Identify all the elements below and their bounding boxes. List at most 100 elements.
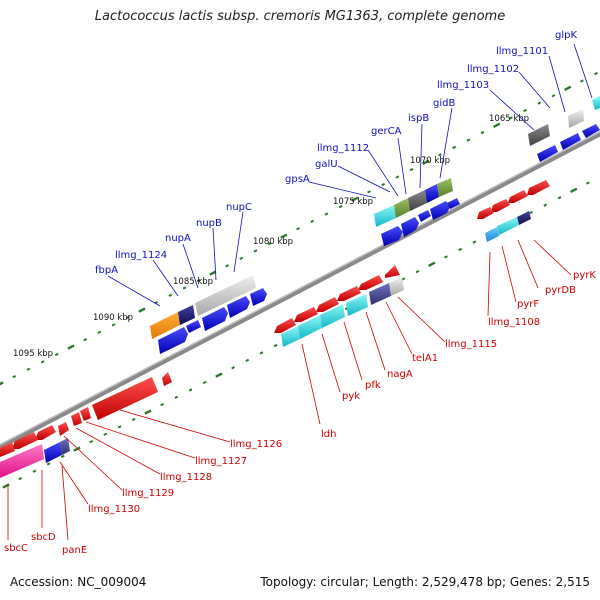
gene-feature[interactable] xyxy=(385,265,400,278)
gene-feature[interactable] xyxy=(80,407,91,421)
gene-feature[interactable] xyxy=(425,184,439,203)
gene-label-galU[interactable]: galU xyxy=(315,159,338,170)
gene-feature[interactable] xyxy=(320,304,345,328)
minor-tick xyxy=(310,219,315,223)
gene-feature[interactable] xyxy=(394,198,410,218)
gene-label-pyk[interactable]: pyk xyxy=(342,391,360,402)
gene-feature[interactable] xyxy=(316,297,339,312)
gene-feature[interactable] xyxy=(447,198,460,209)
gene-feature[interactable] xyxy=(158,327,188,354)
gene-feature[interactable] xyxy=(560,133,581,150)
gene-label-fbpA[interactable]: fbpA xyxy=(95,265,118,276)
gene-feature[interactable] xyxy=(527,180,550,195)
gene-feature[interactable] xyxy=(92,377,158,420)
gene-label-pyrDB[interactable]: pyrDB xyxy=(545,285,576,296)
gene-feature[interactable] xyxy=(186,320,201,333)
gene-feature[interactable] xyxy=(274,318,296,333)
gene-feature[interactable] xyxy=(537,145,558,162)
gene-label-llmg_1128[interactable]: llmg_1128 xyxy=(160,472,212,483)
gene-feature[interactable] xyxy=(418,210,431,222)
gene-feature[interactable] xyxy=(0,444,44,478)
gene-label-nupA[interactable]: nupA xyxy=(165,233,191,244)
gene-feature[interactable] xyxy=(408,190,427,211)
gene-feature[interactable] xyxy=(178,305,195,325)
gene-feature[interactable] xyxy=(508,190,528,203)
gene-label-llmg_1124[interactable]: llmg_1124 xyxy=(115,250,167,261)
gene-feature[interactable] xyxy=(358,275,383,290)
gene-feature[interactable] xyxy=(592,96,600,110)
gene-feature[interactable] xyxy=(150,312,180,339)
gene-label-gerCA[interactable]: gerCA xyxy=(371,126,402,137)
minor-tick xyxy=(97,330,102,334)
gene-label-glpK[interactable]: glpK xyxy=(555,30,577,41)
gene-label-ispB[interactable]: ispB xyxy=(408,113,429,124)
label-leader xyxy=(301,343,321,425)
gene-label-sbcC[interactable]: sbcC xyxy=(4,543,28,554)
gene-label-gpsA[interactable]: gpsA xyxy=(285,174,310,185)
gene-label-llmg_1130[interactable]: llmg_1130 xyxy=(88,504,140,515)
gene-feature[interactable] xyxy=(374,205,396,227)
gene-label-llmg_1127[interactable]: llmg_1127 xyxy=(195,456,247,467)
gene-feature[interactable] xyxy=(202,307,228,331)
gene-label-llmg_1101[interactable]: llmg_1101 xyxy=(496,46,548,57)
gene-label-llmg_1126[interactable]: llmg_1126 xyxy=(230,439,282,450)
gene-feature[interactable] xyxy=(281,326,300,347)
gene-label-nagA[interactable]: nagA xyxy=(387,369,413,380)
gene-label-llmg_1103[interactable]: llmg_1103 xyxy=(437,80,489,91)
gene-feature[interactable] xyxy=(250,288,267,306)
gene-label-llmg_1112[interactable]: llmg_1112 xyxy=(317,143,369,154)
gene-feature[interactable] xyxy=(294,307,318,322)
gene-feature[interactable] xyxy=(71,412,82,426)
gene-label-sbcD[interactable]: sbcD xyxy=(31,532,56,543)
gene-feature[interactable] xyxy=(497,217,519,235)
gene-label-nupB[interactable]: nupB xyxy=(196,218,222,229)
minor-tick xyxy=(174,395,179,399)
gene-feature[interactable] xyxy=(35,425,56,440)
gene-feature[interactable] xyxy=(346,294,368,316)
gene-feature[interactable] xyxy=(491,199,510,212)
gene-feature[interactable] xyxy=(485,227,499,242)
gene-label-llmg_1102[interactable]: llmg_1102 xyxy=(467,64,519,75)
gene-label-pyrF[interactable]: pyrF xyxy=(517,299,539,310)
gene-label-nupC[interactable]: nupC xyxy=(226,202,252,213)
gene-feature[interactable] xyxy=(477,207,494,219)
gene-feature[interactable] xyxy=(430,201,450,220)
gene-label-panE[interactable]: panE xyxy=(62,545,87,556)
gene-label-ldh[interactable]: ldh xyxy=(321,429,336,440)
gene-label-llmg_1108[interactable]: llmg_1108 xyxy=(488,317,540,328)
minor-tick xyxy=(160,403,164,407)
minor-tick xyxy=(111,323,116,327)
label-leader xyxy=(397,296,446,343)
gene-feature[interactable] xyxy=(12,432,38,449)
gene-feature[interactable] xyxy=(568,109,584,128)
gene-label-telA1[interactable]: telA1 xyxy=(412,353,438,364)
gene-label-gidB[interactable]: gidB xyxy=(433,98,455,109)
gene-feature[interactable] xyxy=(582,124,600,138)
gene-feature[interactable] xyxy=(369,283,391,305)
reverse-strand-features xyxy=(0,180,550,478)
gene-feature[interactable] xyxy=(401,217,419,237)
gene-label-pyrK[interactable]: pyrK xyxy=(573,270,596,281)
label-leader xyxy=(365,311,386,371)
label-leader xyxy=(61,465,69,541)
gene-label-llmg_1129[interactable]: llmg_1129 xyxy=(122,488,174,499)
gene-label-llmg_1115[interactable]: llmg_1115 xyxy=(445,339,497,350)
gene-feature[interactable] xyxy=(227,296,250,318)
gene-feature[interactable] xyxy=(528,124,550,146)
gene-feature[interactable] xyxy=(517,211,531,225)
gene-feature[interactable] xyxy=(337,286,361,301)
gene-feature[interactable] xyxy=(44,442,62,463)
gene-feature[interactable] xyxy=(381,226,403,246)
gene-feature[interactable] xyxy=(162,372,172,386)
gene-feature[interactable] xyxy=(437,178,453,197)
gene-feature[interactable] xyxy=(298,315,322,339)
gene-label-pfk[interactable]: pfk xyxy=(365,380,381,391)
gene-feature[interactable] xyxy=(389,277,404,296)
minor-tick xyxy=(182,286,187,290)
gene-feature[interactable] xyxy=(0,442,15,457)
gene-feature[interactable] xyxy=(58,422,69,436)
gene-feature[interactable] xyxy=(60,438,70,455)
gene-feature[interactable] xyxy=(195,275,256,316)
label-leader xyxy=(489,89,535,131)
label-leader xyxy=(501,245,517,303)
